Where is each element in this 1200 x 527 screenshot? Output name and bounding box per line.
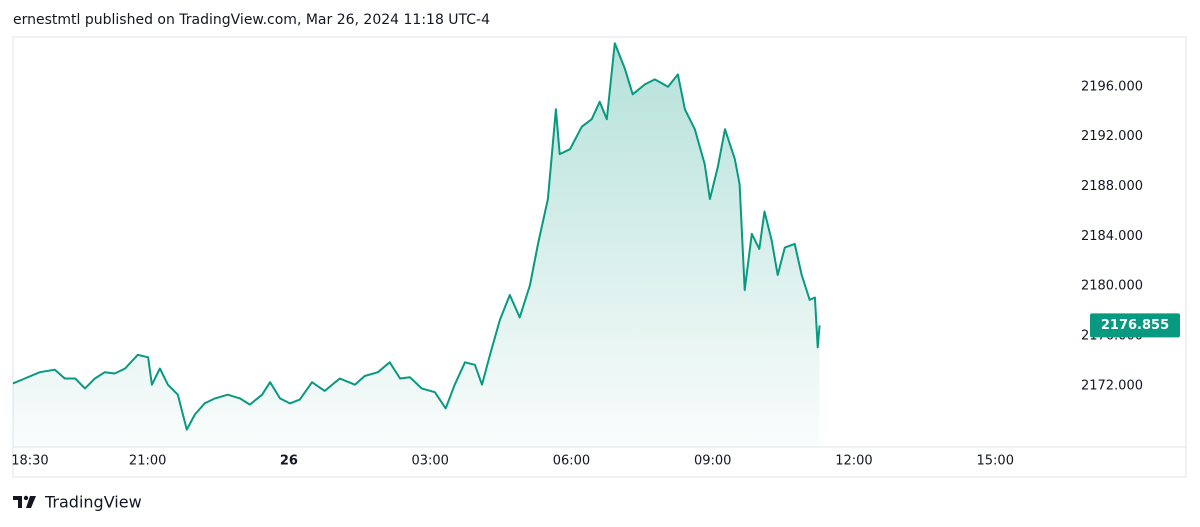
price-line <box>12 42 821 431</box>
x-tick-label: 15:00 <box>977 454 1014 469</box>
brand-name: TradingView <box>44 493 142 512</box>
y-tick-label: 2180.000 <box>1081 279 1143 294</box>
y-tick-label: 2192.000 <box>1081 129 1143 144</box>
y-tick-label: 2184.000 <box>1081 229 1143 244</box>
brand-logo <box>13 495 36 508</box>
x-tick-label: 21:00 <box>129 454 166 469</box>
x-tick-label: 09:00 <box>694 454 731 469</box>
x-tick-label: 03:00 <box>411 454 448 469</box>
last-price-label: 2176.855 <box>1101 318 1169 333</box>
chart-frame <box>12 36 1187 478</box>
x-tick-label: 18:30 <box>11 454 48 469</box>
y-tick-label: 2188.000 <box>1081 179 1143 194</box>
x-tick-label: 26 <box>280 454 298 469</box>
y-tick-label: 2196.000 <box>1081 79 1143 94</box>
area-fill <box>13 43 820 447</box>
x-tick-label: 06:00 <box>553 454 590 469</box>
chart-title: ernestmtl published on TradingView.com, … <box>13 12 490 28</box>
last-price-tag <box>1090 313 1180 338</box>
y-tick-label: 2172.000 <box>1081 378 1143 393</box>
x-tick-label: 12:00 <box>835 454 872 469</box>
